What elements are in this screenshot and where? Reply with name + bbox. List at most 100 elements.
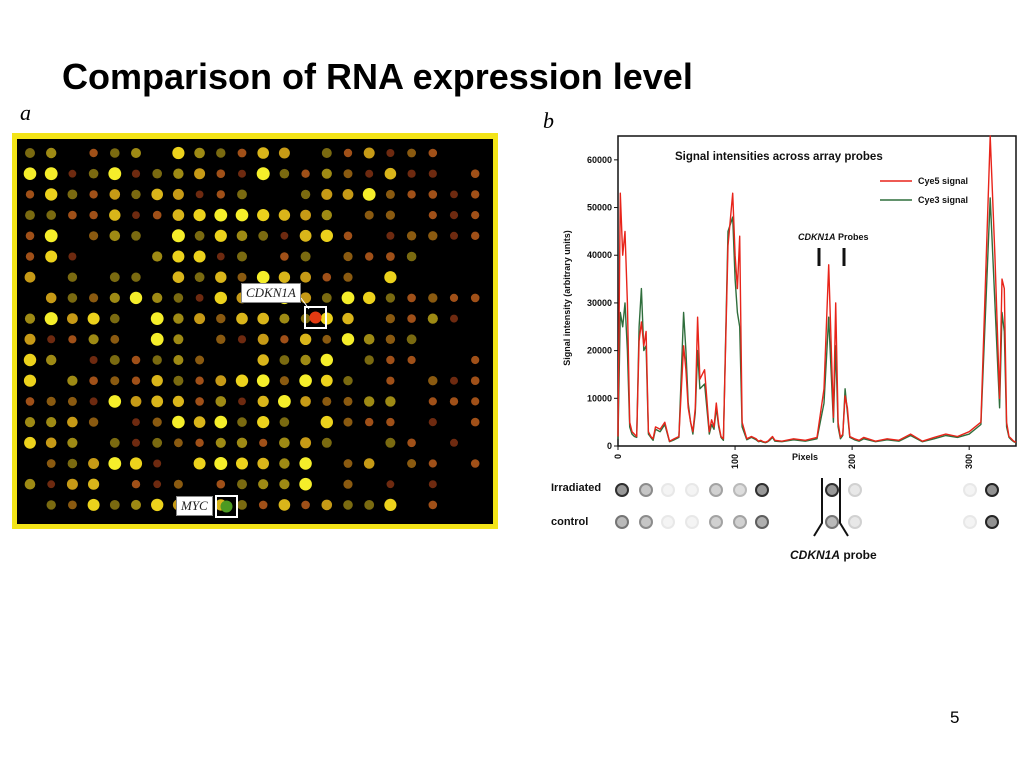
array-spot	[109, 189, 121, 200]
array-spot	[46, 500, 56, 510]
array-spot	[385, 437, 396, 448]
array-spot	[321, 188, 333, 200]
array-spot	[450, 376, 458, 385]
array-spot	[195, 190, 204, 199]
array-spot	[131, 189, 141, 200]
array-spot	[257, 354, 269, 366]
array-spot	[364, 500, 375, 510]
array-spot	[173, 334, 184, 345]
array-spot	[193, 209, 206, 222]
array-spot	[322, 396, 332, 406]
array-spot	[194, 230, 205, 241]
array-spot	[216, 313, 226, 324]
array-spot	[470, 417, 480, 427]
array-spot	[406, 334, 417, 345]
array-spot	[67, 293, 78, 303]
array-spot	[89, 190, 98, 199]
legend-entry: Cye5 signal	[918, 176, 968, 186]
array-spot	[257, 457, 269, 470]
array-spot	[341, 291, 355, 305]
array-spot	[88, 334, 99, 345]
array-spot	[89, 210, 98, 220]
array-spot	[214, 291, 227, 305]
array-spot	[258, 500, 268, 510]
array-spot	[258, 479, 269, 490]
array-spot	[67, 313, 78, 324]
array-spot	[343, 148, 353, 158]
array-spot	[44, 312, 58, 326]
array-spot	[25, 148, 35, 158]
array-spot	[45, 188, 58, 201]
array-spot	[46, 417, 57, 428]
array-spot	[131, 272, 141, 282]
array-spot	[386, 417, 395, 427]
array-spot	[428, 148, 438, 158]
array-spot	[428, 211, 437, 220]
row-label-irradiated: Irradiated	[551, 482, 602, 494]
array-spot	[428, 190, 438, 199]
array-spot	[343, 500, 353, 510]
cdkn1a-pointer	[300, 297, 310, 310]
array-spot	[362, 188, 376, 201]
array-spot	[44, 229, 58, 243]
array-spot	[216, 169, 226, 178]
array-spot	[257, 312, 269, 325]
array-spot	[470, 169, 480, 178]
array-spot	[384, 271, 397, 284]
array-spot	[68, 169, 77, 178]
array-spot	[216, 148, 226, 158]
array-spot	[299, 374, 312, 387]
array-spot	[173, 355, 184, 365]
probe-spot	[825, 515, 839, 529]
array-spot	[67, 272, 78, 282]
array-spot	[195, 294, 204, 302]
chart-plot-frame	[617, 135, 1017, 447]
array-spot	[214, 457, 228, 470]
row-label-control: control	[551, 516, 589, 528]
array-spot	[109, 209, 121, 221]
array-spot	[110, 376, 120, 386]
slide-title: Comparison of RNA expression level	[62, 56, 693, 97]
array-spot	[67, 437, 78, 448]
array-spot	[216, 479, 226, 489]
array-spot	[386, 149, 395, 157]
array-spot	[407, 355, 416, 365]
array-spot	[152, 417, 162, 427]
array-spot	[172, 271, 185, 283]
array-spot	[471, 355, 480, 365]
array-spot	[131, 499, 141, 510]
array-spot	[193, 416, 206, 428]
array-spot	[385, 314, 395, 324]
probe-spot	[733, 483, 747, 497]
array-spot	[110, 313, 120, 324]
array-spot	[321, 499, 333, 511]
array-spot	[471, 231, 480, 240]
array-spot	[109, 437, 120, 448]
array-spot	[47, 480, 56, 489]
array-spot	[25, 190, 35, 199]
array-spot	[110, 334, 120, 344]
array-spot	[363, 147, 375, 159]
annotation-suffix: Probes	[836, 232, 869, 242]
array-spot	[343, 169, 353, 179]
array-spot	[299, 477, 312, 491]
y-tick-label: 60000	[587, 155, 612, 165]
array-spot	[110, 148, 120, 158]
array-spot	[152, 355, 162, 365]
array-spot	[174, 438, 183, 448]
array-spot	[278, 147, 290, 159]
array-spot	[450, 438, 458, 447]
array-spot	[237, 479, 247, 490]
array-spot	[450, 231, 458, 240]
array-spot	[131, 376, 141, 385]
array-spot	[386, 252, 395, 261]
array-spot	[386, 355, 395, 365]
probe-spot	[615, 515, 629, 529]
array-spot	[238, 397, 246, 406]
array-spot	[342, 312, 354, 325]
array-spot	[279, 417, 290, 427]
array-spot	[236, 230, 248, 242]
array-spot	[88, 458, 100, 469]
chart-y-axis: 0 10000 20000 30000 40000 50000 60000	[587, 155, 618, 451]
chart-legend: Cye5 signal Cye3 signal	[880, 176, 968, 205]
